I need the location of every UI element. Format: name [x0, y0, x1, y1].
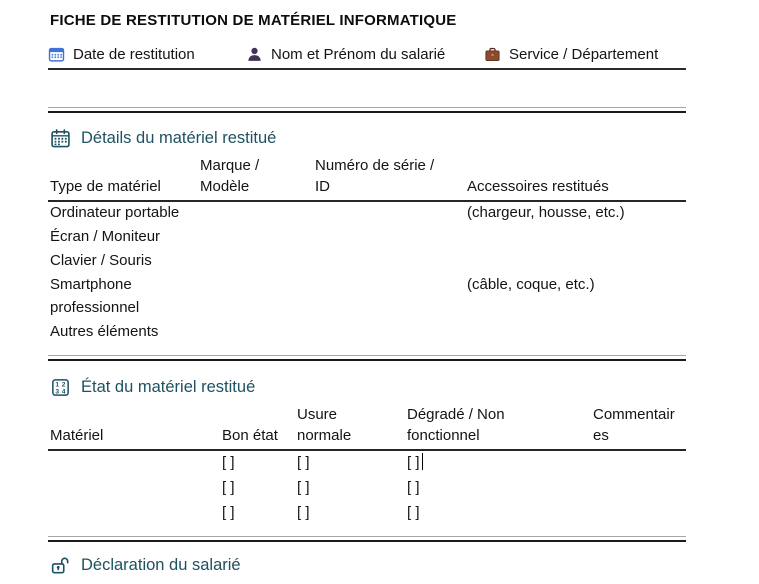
section-divider [48, 355, 686, 361]
table-row: Clavier / Souris [48, 248, 686, 272]
details-table-body: Ordinateur portable (chargeur, housse, e… [48, 200, 686, 343]
checkbox-bon-etat[interactable]: [ ] [222, 454, 235, 471]
checkbox-bon-etat[interactable]: [ ] [222, 479, 235, 496]
table-row: Autres éléments [48, 319, 686, 343]
section-etat-heading: 1 2 3 4 État du matériel restitué [50, 377, 255, 398]
cell-numero[interactable] [315, 272, 467, 273]
cell-accessoires[interactable] [467, 224, 686, 225]
etat-table-header: Matériel Bon état Usure normale Dégradé … [48, 404, 686, 451]
section-title: Détails du matériel restitué [81, 129, 277, 147]
column-header-usure: Usure normale [297, 406, 352, 444]
table-row: Écran / Moniteur [48, 224, 686, 248]
field-label: Service / Département [509, 46, 659, 63]
cell-marque[interactable] [200, 319, 315, 320]
checkbox-degrade[interactable]: [ ] [407, 450, 593, 475]
column-header-bon-etat: Bon état [222, 427, 278, 444]
cell-type: Écran / Moniteur [50, 228, 161, 245]
field-label: Nom et Prénom du salarié [271, 46, 446, 63]
text-caret [421, 453, 424, 470]
column-header-commentaires: Commentair es [593, 406, 675, 444]
table-row: [ ] [ ] [ ] [48, 500, 686, 525]
cell-type: Ordinateur portable [50, 204, 180, 221]
cell-numero[interactable] [315, 319, 467, 320]
table-row: Ordinateur portable (chargeur, housse, e… [48, 200, 686, 224]
cell-type: Autres éléments [50, 323, 159, 340]
field-service-departement[interactable]: Service / Département [484, 46, 686, 63]
column-header-marque: Marque / Modèle [200, 157, 260, 195]
cell-accessoires[interactable]: (câble, coque, etc.) [467, 276, 595, 293]
column-header-degrade: Dégradé / Non fonctionnel [407, 406, 505, 444]
section-divider [48, 107, 686, 113]
unlock-icon [50, 555, 71, 576]
section-divider [48, 536, 686, 542]
briefcase-icon [484, 46, 501, 63]
table-row: [ ] [ ] [ ] [48, 450, 686, 475]
checkbox-degrade[interactable]: [ ] [407, 479, 420, 496]
column-header-accessoires: Accessoires restitués [467, 178, 609, 195]
svg-text:1: 1 [55, 382, 59, 389]
field-date-de-restitution[interactable]: Date de restitution [48, 46, 246, 63]
section-declaration-heading: Déclaration du salarié [50, 555, 241, 576]
checkbox-usure-normale[interactable]: [ ] [297, 504, 310, 521]
page-title: FICHE DE RESTITUTION DE MATÉRIEL INFORMA… [50, 12, 457, 29]
cell-marque[interactable] [200, 200, 315, 201]
table-row: Smartphone professionnel (câble, coque, … [48, 272, 686, 319]
svg-text:4: 4 [62, 389, 66, 396]
field-label: Date de restitution [73, 46, 195, 63]
cell-numero[interactable] [315, 200, 467, 201]
cell-accessoires[interactable]: (chargeur, housse, etc.) [467, 204, 625, 221]
checkbox-usure-normale[interactable]: [ ] [297, 454, 310, 471]
section-title: État du matériel restitué [81, 378, 256, 396]
field-nom-prenom-salarie[interactable]: Nom et Prénom du salarié [246, 46, 484, 63]
column-header-type: Type de matériel [50, 178, 161, 195]
cell-numero[interactable] [315, 248, 467, 249]
cell-accessoires[interactable] [467, 319, 686, 320]
details-table-header: Type de matériel Marque / Modèle Numéro … [48, 155, 686, 202]
cell-marque[interactable] [200, 272, 315, 273]
calendar-icon [48, 46, 65, 63]
cell-marque[interactable] [200, 224, 315, 225]
cell-marque[interactable] [200, 248, 315, 249]
person-icon [246, 46, 263, 63]
checkbox-bon-etat[interactable]: [ ] [222, 504, 235, 521]
table-row: [ ] [ ] [ ] [48, 475, 686, 500]
cell-accessoires[interactable] [467, 248, 686, 249]
section-details-heading: Détails du matériel restitué [50, 128, 276, 149]
section-title: Déclaration du salarié [81, 556, 241, 574]
cell-type: Clavier / Souris [50, 252, 152, 269]
cell-type: Smartphone professionnel [50, 276, 140, 316]
cell-numero[interactable] [315, 224, 467, 225]
etat-table-body: [ ] [ ] [ ] [ ] [ ] [ ] [ ] [ ] [ ] [48, 450, 686, 525]
calendar-grid-icon [50, 128, 71, 149]
svg-text:2: 2 [62, 382, 66, 389]
column-header-materiel: Matériel [50, 427, 104, 444]
checkbox-usure-normale[interactable]: [ ] [297, 479, 310, 496]
numbers-icon: 1 2 3 4 [50, 377, 71, 398]
checkbox-degrade[interactable]: [ ] [407, 504, 420, 521]
svg-text:3: 3 [55, 389, 59, 396]
header-fields-row: Date de restitution Nom et Prénom du sal… [48, 46, 686, 70]
column-header-numero: Numéro de série / ID [315, 157, 435, 195]
